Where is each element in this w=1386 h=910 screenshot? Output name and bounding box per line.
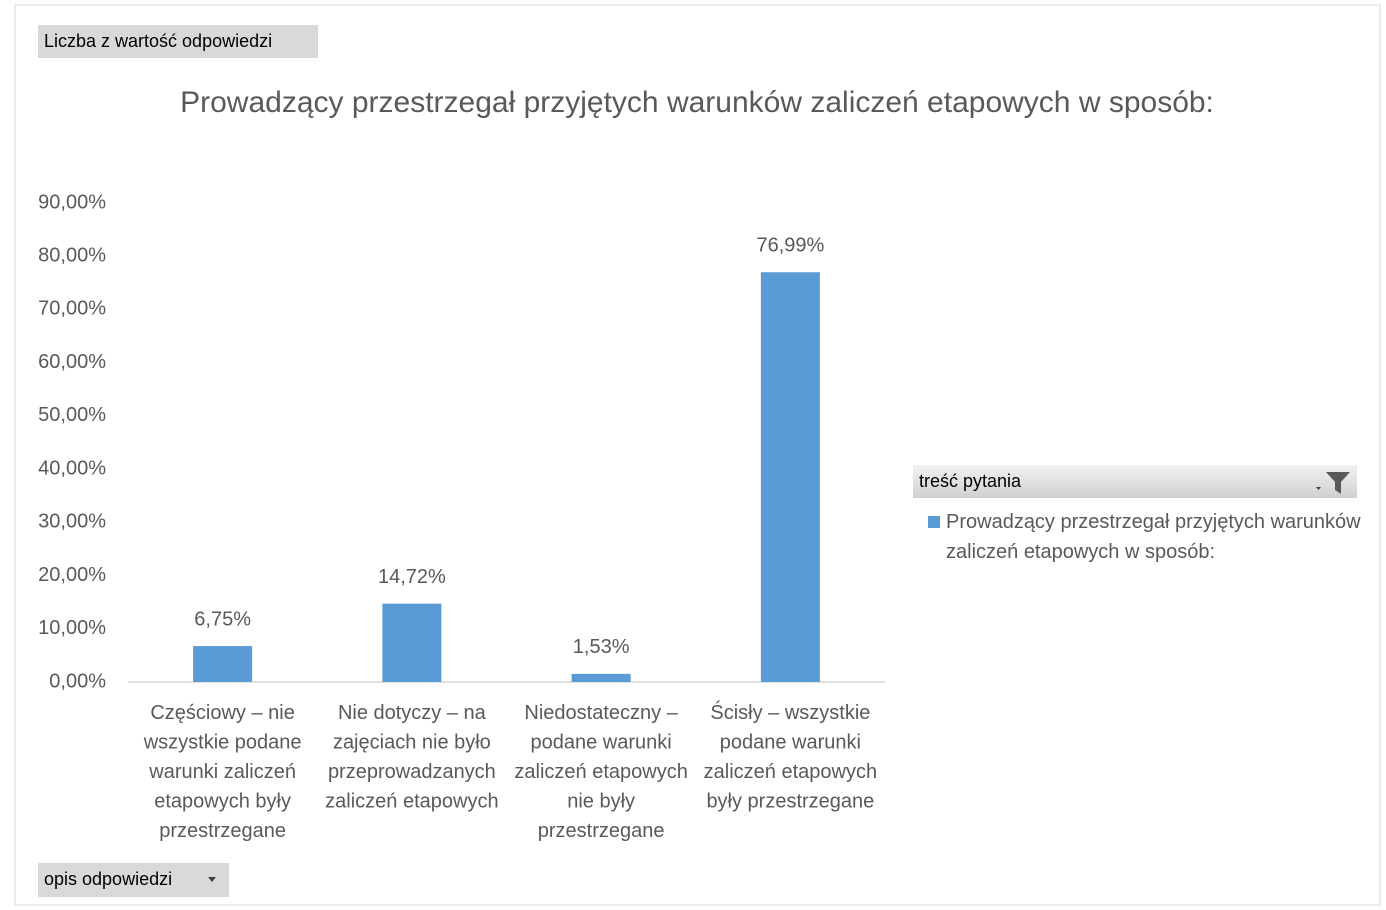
bar — [193, 646, 253, 682]
y-tick-label: 0,00% — [49, 670, 106, 692]
y-tick-label: 10,00% — [38, 617, 106, 639]
y-tick-label: 20,00% — [38, 564, 106, 586]
dropdown-arrow — [1316, 487, 1321, 490]
data-label: 14,72% — [378, 566, 446, 588]
y-tick-label: 30,00% — [38, 511, 106, 533]
axis-field-button[interactable] — [38, 863, 229, 897]
legend-title: treść pytania — [919, 471, 1022, 491]
y-tick-label: 80,00% — [38, 245, 106, 267]
x-tick-label: Niedostateczny – podane warunki zaliczeń e… — [514, 702, 687, 842]
y-tick-label: 40,00% — [38, 457, 106, 479]
x-tick-label: Nie dotyczy – na zajęciach nie było przepr… — [325, 702, 498, 813]
axis-field-label: opis odpowiedzi — [44, 869, 172, 889]
data-label: 76,99% — [756, 235, 824, 257]
data-label: 1,53% — [573, 636, 630, 658]
legend-header[interactable] — [913, 465, 1357, 498]
value-field-button[interactable] — [38, 25, 318, 58]
bar — [760, 272, 820, 682]
value-field-label: Liczba z wartość odpowiedzi — [44, 31, 272, 51]
y-tick-label: 70,00% — [38, 298, 106, 320]
legend-swatch — [928, 516, 940, 528]
bar — [382, 603, 442, 682]
x-tick-label: Ścisły – wszystkie podane warunki zaliczeń… — [704, 700, 877, 813]
y-tick-label: 50,00% — [38, 404, 106, 426]
x-tick-label: Częściowy – nie wszystkie podane warunki z… — [143, 702, 302, 842]
data-label: 6,75% — [194, 608, 251, 630]
bar — [571, 673, 631, 682]
dropdown-arrow — [208, 877, 216, 882]
y-tick-label: 90,00% — [38, 191, 106, 213]
y-tick-label: 60,00% — [38, 351, 106, 373]
chart-area — [14, 4, 1381, 906]
chart-title: Prowadzący przestrzegał przyjętych warun… — [180, 86, 1214, 119]
filter-icon[interactable] — [1326, 472, 1350, 494]
legend-label: Prowadzący przestrzegał przyjętych warun… — [946, 511, 1361, 563]
